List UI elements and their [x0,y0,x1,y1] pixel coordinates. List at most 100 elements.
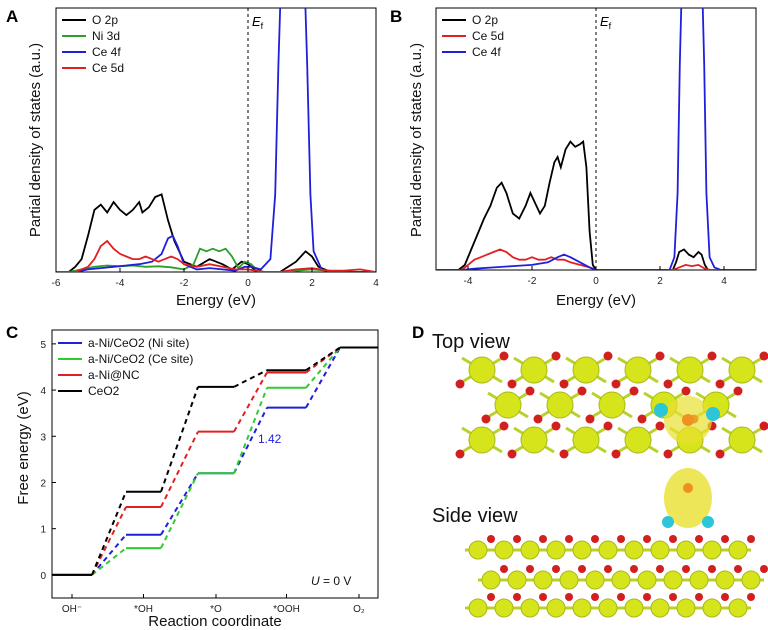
legend-label: O 2p [472,13,498,27]
x-tick-label: *OH [134,604,153,615]
x-tick-label: -4 [464,276,473,287]
o-atom [481,414,491,424]
series-ceo2 [52,346,378,576]
legend-label: Ni 3d [92,29,120,43]
fermi-label: Ef [252,14,264,31]
o-atom [656,565,664,573]
transition-segment [305,346,341,389]
y-tick-label: 5 [40,340,46,351]
ce-atom [650,540,670,560]
o-atom [715,449,725,459]
transition-segment [91,547,127,576]
annotation-u: U [311,574,320,588]
x-tick-label: -4 [116,278,125,289]
transition-segment [233,372,268,433]
pdos-panel-b: Ef -4 -2 0 2 4 Energy (eV) Partial density o… [408,7,757,309]
o-atom [643,593,651,601]
series-layer [56,8,376,272]
x-tick-label: 4 [721,276,727,287]
ce-atom [598,540,618,560]
ce-atom [702,540,722,560]
o-atom [487,593,495,601]
panel-letter-c: C [6,323,18,342]
o-atom [487,535,495,543]
y-axis-label: Partial density of states (a.u.) [408,43,425,237]
o-atom [591,535,599,543]
o-atom [617,535,625,543]
ce-atom [546,391,574,419]
legend: O 2p Ni 3d Ce 4f Ce 5d [62,13,124,75]
o-atom [681,386,691,396]
panel-letter-d: D [412,323,424,342]
x-ticks: -4 -2 0 2 4 [464,266,727,287]
o-atom [611,449,621,459]
ce-atom [520,598,540,618]
o-atom [655,421,665,431]
ce-atom [520,356,548,384]
o-atom [500,565,508,573]
o-atom [759,351,768,361]
y-axis-label: Partial density of states (a.u.) [27,43,44,237]
ce-atom [533,570,553,590]
panel-letter-b: B [390,7,402,26]
o-atom [539,535,547,543]
o-atom [507,449,517,459]
o-atom [655,351,665,361]
side-view-title: Side view [432,505,518,527]
o-atom [669,593,677,601]
legend-label: a-Ni/CeO2 (Ni site) [88,336,189,350]
x-tick-label: 0 [245,278,251,289]
annotation-potential: U = 0 V [311,574,351,588]
o-atom [682,565,690,573]
legend-label: CeO2 [88,384,120,398]
ce-atom [728,426,756,454]
ce-atom [494,598,514,618]
o-atom [585,414,595,424]
o-atom [715,379,725,389]
o-atom [552,565,560,573]
series-line-ce-4f [436,8,756,270]
transition-segment [91,491,127,576]
o-atom [559,379,569,389]
o-atom [525,386,535,396]
transition-segment [160,472,199,536]
x-axis-label: Energy (eV) [556,292,636,309]
ce-atom [689,570,709,590]
transition-segment [233,387,268,474]
ce-atom [468,356,496,384]
fermi-subscript: f [261,21,264,31]
o-atom [455,379,465,389]
o-atom [533,414,543,424]
ni-atom [683,483,693,493]
o-atom [637,414,647,424]
ce-atom [676,540,696,560]
series-layer [52,346,378,576]
y-tick-label: 2 [40,478,46,489]
ce-atom [468,426,496,454]
legend-label: Ce 5d [472,29,504,43]
o-atom [559,449,569,459]
legend: a-Ni/CeO2 (Ni site) a-Ni/CeO2 (Ce site) a-… [58,336,193,398]
charge-depletion [706,407,720,421]
charge-depletion [662,516,674,528]
o-atom [695,535,703,543]
ce-atom [546,540,566,560]
transition-segment [305,346,341,372]
ce-atom [702,598,722,618]
o-atom [629,386,639,396]
o-atom [747,593,755,601]
o-atom [526,565,534,573]
series-line-ce-5d [436,248,756,270]
ni-atom [682,414,694,426]
ce-atom [663,570,683,590]
legend-label: Ce 4f [92,45,121,59]
ce-atom [559,570,579,590]
charge-depletion [654,403,668,417]
ce-atom [598,391,626,419]
o-atom [663,449,673,459]
series-layer [436,8,756,270]
ce-atom [624,540,644,560]
o-atom [734,565,742,573]
o-atom [603,421,613,431]
